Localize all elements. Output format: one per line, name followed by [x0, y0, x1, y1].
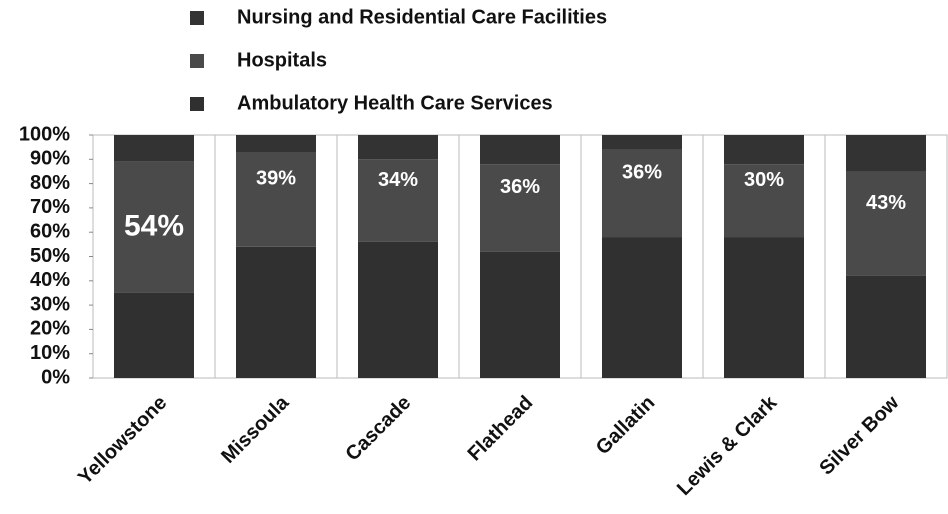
bar-segment	[114, 161, 194, 293]
legend-label: Hospitals	[237, 49, 327, 71]
data-label: 30%	[744, 169, 784, 191]
bar-segment	[358, 135, 438, 160]
bar-segment	[724, 135, 804, 165]
bar-segment	[114, 292, 194, 378]
data-label: 43%	[866, 192, 906, 214]
y-tick-label: 20%	[30, 318, 70, 340]
y-tick-label: 40%	[30, 269, 70, 291]
x-tick-group: Flathead	[464, 392, 538, 466]
legend-swatch	[190, 11, 204, 25]
bar-segment	[236, 152, 316, 247]
bar-segment	[846, 171, 926, 276]
bar-segment	[846, 135, 926, 172]
data-label: 36%	[500, 176, 540, 198]
bar-segment	[724, 164, 804, 238]
x-tick-group: Gallatin	[592, 392, 659, 459]
y-tick-label: 0%	[41, 366, 70, 388]
x-tick-group: Cascade	[342, 392, 416, 466]
x-tick-group: Lewis & Clark	[673, 391, 782, 500]
y-tick-label: 90%	[30, 148, 70, 170]
bar-segment	[114, 135, 194, 162]
legend-swatch	[190, 54, 204, 68]
x-tick-label: Flathead	[464, 392, 538, 466]
x-tick-label: Missoula	[217, 391, 294, 468]
x-tick-label: Cascade	[342, 392, 416, 466]
data-label: 36%	[622, 162, 662, 184]
y-tick-label: 10%	[30, 342, 70, 364]
bar-segment	[846, 275, 926, 378]
bar-segment	[358, 241, 438, 378]
y-tick-label: 70%	[30, 196, 70, 218]
x-tick-label: Silver Bow	[815, 391, 903, 479]
bar-segment	[480, 164, 560, 252]
data-label: 39%	[256, 168, 296, 190]
y-tick-label: 100%	[19, 123, 70, 145]
bar-segment	[724, 237, 804, 378]
y-tick-label: 60%	[30, 220, 70, 242]
x-tick-label: Yellowstone	[74, 392, 171, 489]
y-tick-label: 80%	[30, 172, 70, 194]
x-tick-label: Gallatin	[592, 392, 659, 459]
y-tick-label: 50%	[30, 245, 70, 267]
legend-label: Ambulatory Health Care Services	[237, 92, 553, 114]
y-tick-label: 30%	[30, 293, 70, 315]
bar-segment	[236, 246, 316, 378]
bar-segment	[602, 149, 682, 238]
legend-swatch	[190, 97, 204, 111]
bar-segment	[236, 135, 316, 153]
x-tick-group: Silver Bow	[815, 391, 903, 479]
data-label: 34%	[378, 169, 418, 191]
x-tick-label: Lewis & Clark	[673, 391, 782, 500]
legend-label: Nursing and Residential Care Facilities	[237, 6, 607, 28]
bar-segment	[358, 159, 438, 242]
x-tick-group: Yellowstone	[74, 392, 171, 489]
data-label: 54%	[124, 209, 184, 242]
bar-segment	[602, 135, 682, 150]
bar-segment	[480, 135, 560, 165]
x-tick-group: Missoula	[217, 391, 294, 468]
bar-segment	[480, 251, 560, 378]
bar-segment	[602, 237, 682, 378]
